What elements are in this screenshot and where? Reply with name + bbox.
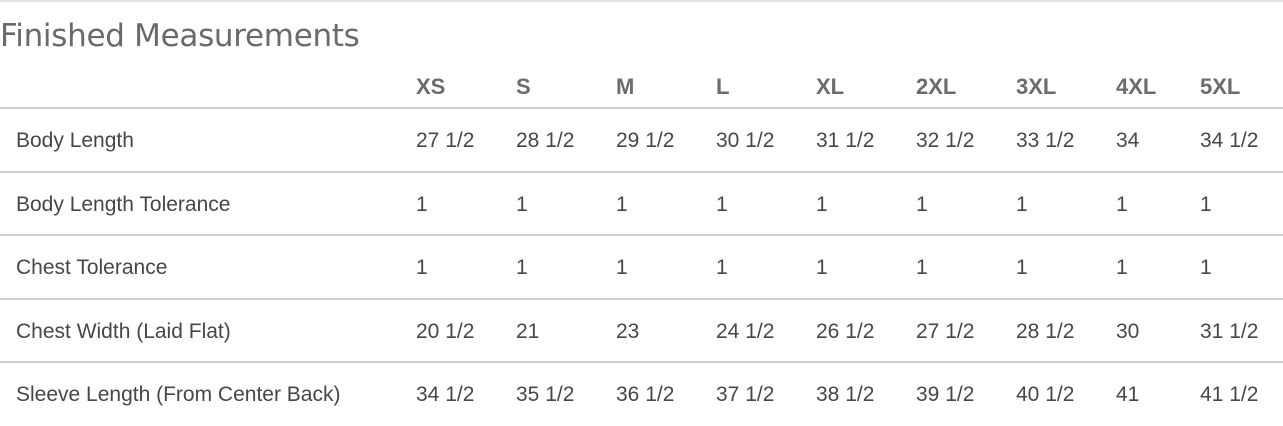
size-header: XL — [816, 74, 845, 99]
measurement-cell: 1 — [516, 256, 528, 279]
measurement-cell: 24 1/2 — [716, 319, 775, 343]
measurement-cell: 28 1/2 — [516, 129, 575, 152]
measurement-cell: 41 — [1116, 383, 1140, 406]
table-row: Body Length Tolerance 1 1 1 1 1 1 1 1 1 — [0, 170, 1283, 236]
row-label: Chest Tolerance — [16, 256, 168, 279]
measurement-cell: 34 1/2 — [1200, 129, 1259, 152]
size-header: 3XL — [1016, 74, 1057, 99]
measurement-cell: 1 — [716, 256, 728, 279]
measurement-cell: 1 — [916, 192, 928, 216]
row-label: Sleeve Length (From Center Back) — [16, 383, 341, 406]
table-row: Sleeve Length (From Center Back) 34 1/2 35… — [0, 361, 1283, 426]
measurement-cell: 1 — [716, 192, 728, 216]
size-header: XS — [416, 74, 446, 99]
size-header: L — [716, 74, 730, 99]
measurement-cell: 39 1/2 — [916, 383, 975, 406]
measurement-cell: 32 1/2 — [916, 129, 975, 152]
measurement-cell: 34 1/2 — [416, 383, 475, 406]
measurement-cell: 1 — [816, 256, 828, 279]
measurement-cell: 40 1/2 — [1016, 383, 1075, 406]
row-label: Chest Width (Laid Flat) — [16, 319, 231, 343]
measurement-cell: 1 — [1200, 256, 1212, 279]
measurement-cell: 37 1/2 — [716, 383, 775, 406]
measurement-cell: 1 — [916, 256, 928, 279]
size-header: 4XL — [1116, 74, 1157, 99]
measurement-cell: 27 1/2 — [916, 319, 975, 343]
measurement-cell: 31 1/2 — [816, 129, 875, 152]
measurement-cell: 33 1/2 — [1016, 129, 1075, 152]
measurement-cell: 1 — [1016, 256, 1028, 279]
measurement-cell: 1 — [1200, 192, 1212, 216]
measurement-cell: 1 — [416, 192, 428, 216]
size-header: S — [516, 74, 531, 99]
measurement-cell: 31 1/2 — [1200, 319, 1259, 343]
measurement-cell: 34 — [1116, 129, 1140, 152]
measurement-cell: 23 — [616, 319, 640, 343]
measurement-cell: 38 1/2 — [816, 383, 875, 406]
measurement-cell: 41 1/2 — [1200, 383, 1259, 406]
size-header: M — [616, 74, 635, 99]
table-row: Chest Tolerance 1 1 1 1 1 1 1 1 1 — [0, 234, 1283, 299]
measurement-cell: 30 — [1116, 319, 1140, 343]
measurement-cell: 21 — [516, 319, 540, 343]
section-title: Finished Measurements — [0, 18, 360, 54]
table-row: Chest Width (Laid Flat) 20 1/2 21 23 24 1/2 2… — [0, 297, 1283, 363]
size-header: 2XL — [916, 74, 957, 99]
row-label: Body Length Tolerance — [16, 192, 231, 216]
measurement-cell: 1 — [516, 192, 528, 216]
measurement-cell: 1 — [416, 256, 428, 279]
measurement-cell: 35 1/2 — [516, 383, 575, 406]
size-header: 5XL — [1200, 74, 1241, 99]
measurement-cell: 36 1/2 — [616, 383, 675, 406]
measurement-cell: 1 — [1016, 192, 1028, 216]
measurement-cell: 28 1/2 — [1016, 319, 1075, 343]
header-row: XS S M L XL 2XL 3XL 4XL 5XL — [0, 60, 1283, 123]
measurement-cell: 1 — [816, 192, 828, 216]
measurement-cell: 20 1/2 — [416, 319, 475, 343]
measurement-cell: 1 — [1116, 256, 1128, 279]
measurement-cell: 27 1/2 — [416, 129, 475, 152]
table-row: Body Length 27 1/2 28 1/2 29 1/2 30 1/2 31 1/… — [0, 107, 1283, 172]
measurement-cell: 29 1/2 — [616, 129, 675, 152]
measurement-cell: 26 1/2 — [816, 319, 875, 343]
measurement-cell: 1 — [616, 192, 628, 216]
measurement-cell: 30 1/2 — [716, 129, 775, 152]
measurement-cell: 1 — [1116, 192, 1128, 216]
row-label: Body Length — [16, 129, 134, 152]
measurement-cell: 1 — [616, 256, 628, 279]
top-divider — [0, 0, 1283, 2]
